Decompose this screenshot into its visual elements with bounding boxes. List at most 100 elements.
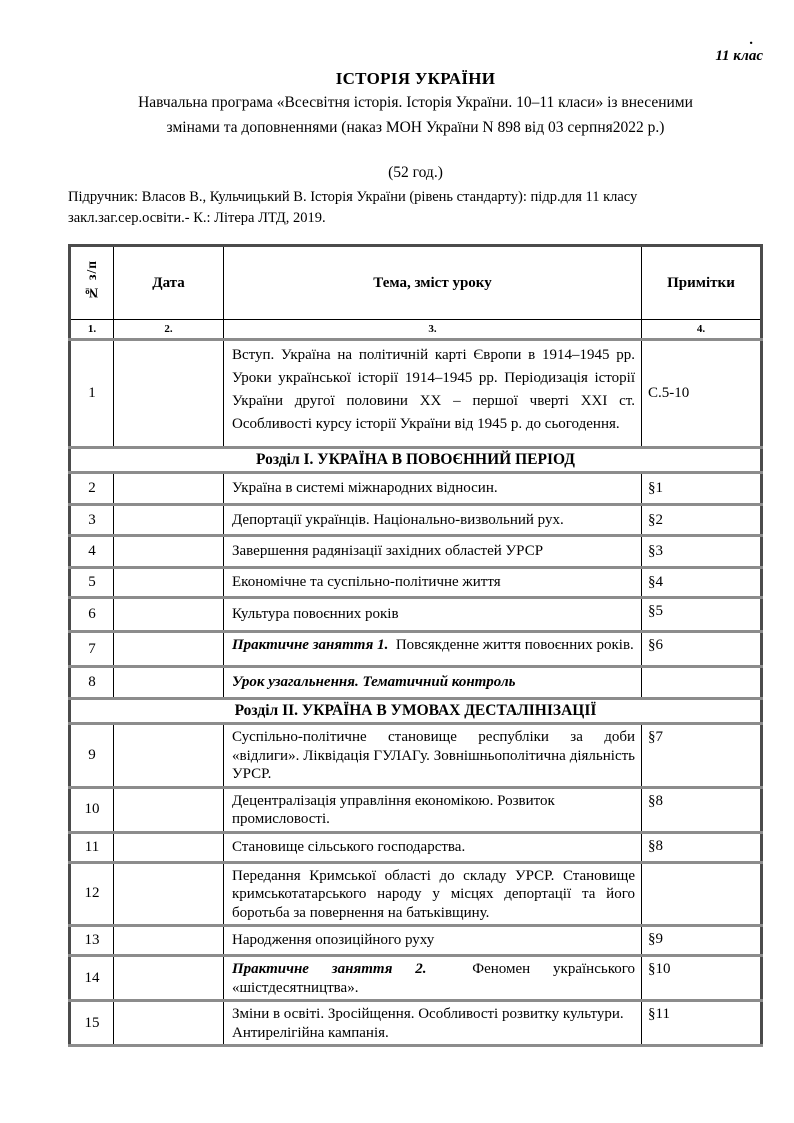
row-number-cell: 4: [69, 535, 114, 569]
grade-label: 11 клас: [715, 48, 763, 64]
date-cell: [113, 1000, 224, 1047]
page-title: ІСТОРІЯ УКРАЇНИ: [335, 69, 496, 88]
note-cell: §8: [641, 832, 762, 864]
section-title: Розділ ІІ. УКРАЇНА В УМОВАХ ДЕСТАЛІНІЗАЦ…: [69, 698, 762, 725]
column-number-1: 1.: [69, 319, 114, 341]
date-cell: [113, 787, 224, 834]
column-numbers-row: 1. 2. 3. 4.: [69, 319, 762, 341]
header-notes: Примітки: [641, 245, 762, 320]
row-number-cell: 1: [69, 339, 114, 449]
topic-cell: Суспільно-політичне становище республіки…: [223, 723, 642, 789]
table-row: 4 Завершення радянізації західних област…: [69, 535, 762, 569]
table-row: 7 Практичне заняття 1. Повсякденне життя…: [69, 631, 762, 668]
note-cell: §2: [641, 504, 762, 537]
topic-cell: Економічне та суспільно-політичне життя: [223, 567, 642, 599]
row-number-cell: 2: [69, 472, 114, 506]
table-row: 3 Депортації українців. Національно-визв…: [69, 504, 762, 537]
topic-cell: Урок узагальнення. Тематичний контроль: [223, 666, 642, 700]
document-page: . 11 клас ІСТОРІЯ УКРАЇНИ Навчальна прог…: [68, 32, 763, 1047]
note-cell: [641, 666, 762, 700]
topic-cell: Культура повоєнних років: [223, 597, 642, 633]
topic-cell: Україна в системі міжнародних відносин.: [223, 472, 642, 506]
section-title: Розділ І. УКРАЇНА В ПОВОЄННИЙ ПЕРІОД: [69, 447, 762, 474]
date-cell: [113, 832, 224, 864]
header-row: № з/п Дата Тема, зміст уроку Примітки: [69, 245, 762, 320]
textbook-reference: Підручник: Власов В., Кульчицький В. Іст…: [68, 187, 763, 229]
table-row: 10 Децентралізація управління економікою…: [69, 787, 762, 834]
topic-cell: Практичне заняття 2. Феномен українськог…: [223, 955, 642, 1002]
note-cell: §4: [641, 567, 762, 599]
note-cell: §1: [641, 472, 762, 506]
header-date: Дата: [113, 245, 224, 320]
row-number-cell: 14: [69, 955, 114, 1002]
column-number-4: 4.: [641, 319, 762, 341]
lesson-lead-label: Практичне заняття 2.: [232, 961, 427, 977]
table-row: 12 Передання Кримської області до складу…: [69, 862, 762, 927]
date-cell: [113, 339, 224, 449]
section-row: Розділ І. УКРАЇНА В ПОВОЄННИЙ ПЕРІОД: [69, 447, 762, 474]
header-number-label: № з/п: [84, 260, 99, 301]
topic-cell: Становище сільського господарства.: [223, 832, 642, 864]
topic-cell: Депортації українців. Національно-визвол…: [223, 504, 642, 537]
date-cell: [113, 925, 224, 957]
date-cell: [113, 862, 224, 927]
date-cell: [113, 955, 224, 1002]
table-row: 2 Україна в системі міжнародних відносин…: [69, 472, 762, 506]
note-cell: §11: [641, 1000, 762, 1047]
hours-label: (52 год.): [388, 164, 443, 181]
topic-cell: Народження опозиційного руху: [223, 925, 642, 957]
table-row: 13 Народження опозиційного руху §9: [69, 925, 762, 957]
note-cell: §6: [641, 631, 762, 668]
textbook-line1: Підручник: Власов В., Кульчицький В. Іст…: [68, 189, 638, 205]
topic-cell: Передання Кримської області до складу УР…: [223, 862, 642, 927]
lesson-lead-label: Урок узагальнення. Тематичний контроль: [232, 674, 516, 691]
table-row: 1 Вступ. Україна на політичній карті Євр…: [69, 339, 762, 449]
row-number-cell: 11: [69, 832, 114, 864]
date-cell: [113, 666, 224, 700]
column-number-3: 3.: [223, 319, 642, 341]
note-cell: С.5-10: [641, 339, 762, 449]
row-number-cell: 15: [69, 1000, 114, 1047]
table-row: 9 Суспільно-політичне становище республі…: [69, 723, 762, 789]
note-cell: §3: [641, 535, 762, 569]
textbook-line2: закл.заг.сер.освіти.- К.: Літера ЛТД, 20…: [68, 210, 326, 226]
row-number-cell: 6: [69, 597, 114, 633]
row-number-cell: 3: [69, 504, 114, 537]
table-row: 8 Урок узагальнення. Тематичний контроль: [69, 666, 762, 700]
topic-cell: Зміни в освіті. Зросійщення. Особливості…: [223, 1000, 642, 1047]
corner-dot: .: [749, 32, 753, 48]
row-number-cell: 5: [69, 567, 114, 599]
note-cell: §5: [641, 597, 762, 633]
table-row: 5 Економічне та суспільно-політичне житт…: [69, 567, 762, 599]
note-cell: §7: [641, 723, 762, 789]
column-number-2: 2.: [113, 319, 224, 341]
date-cell: [113, 597, 224, 633]
schedule-table: № з/п Дата Тема, зміст уроку Примітки 1.…: [68, 244, 763, 1047]
row-number-cell: 10: [69, 787, 114, 834]
row-number-cell: 7: [69, 631, 114, 668]
topic-cell: Децентралізація управління економікою. Р…: [223, 787, 642, 834]
row-number-cell: 9: [69, 723, 114, 789]
note-cell: §10: [641, 955, 762, 1002]
table-row: 6 Культура повоєнних років §5: [69, 597, 762, 633]
program-subtitle-line1: Навчальна програма «Всесвітня історія. І…: [138, 94, 693, 111]
note-cell: §9: [641, 925, 762, 957]
header-number: № з/п: [69, 245, 114, 320]
row-number-cell: 13: [69, 925, 114, 957]
topic-cell: Завершення радянізації західних областей…: [223, 535, 642, 569]
date-cell: [113, 472, 224, 506]
table-row: 15 Зміни в освіті. Зросійщення. Особливо…: [69, 1000, 762, 1047]
table-row: 14 Практичне заняття 2. Феномен українсь…: [69, 955, 762, 1002]
table-row: 11 Становище сільського господарства. §8: [69, 832, 762, 864]
date-cell: [113, 631, 224, 668]
date-cell: [113, 567, 224, 599]
date-cell: [113, 723, 224, 789]
note-cell: §8: [641, 787, 762, 834]
row-number-cell: 12: [69, 862, 114, 927]
program-subtitle: Навчальна програма «Всесвітня історія. І…: [68, 90, 763, 140]
header-topic: Тема, зміст уроку: [223, 245, 642, 320]
date-cell: [113, 504, 224, 537]
row-number-cell: 8: [69, 666, 114, 700]
lesson-lead-label: Практичне заняття 1.: [232, 637, 389, 653]
date-cell: [113, 535, 224, 569]
